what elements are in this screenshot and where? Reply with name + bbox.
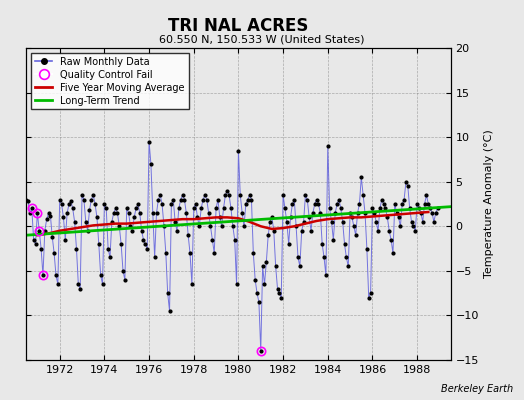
Text: Berkeley Earth: Berkeley Earth (441, 384, 514, 394)
Text: 60.550 N, 150.533 W (United States): 60.550 N, 150.533 W (United States) (159, 34, 365, 44)
Legend: Raw Monthly Data, Quality Control Fail, Five Year Moving Average, Long-Term Tren: Raw Monthly Data, Quality Control Fail, … (31, 53, 189, 109)
Y-axis label: Temperature Anomaly (°C): Temperature Anomaly (°C) (484, 130, 495, 278)
Title: TRI NAL ACRES: TRI NAL ACRES (168, 17, 309, 35)
